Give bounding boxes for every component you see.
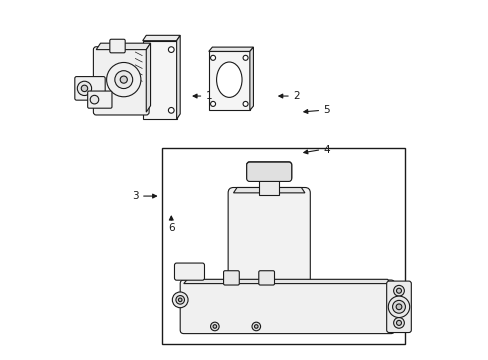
Circle shape (262, 165, 275, 177)
Circle shape (178, 269, 183, 274)
Circle shape (210, 55, 215, 60)
Circle shape (106, 63, 141, 97)
Text: 5: 5 (323, 105, 329, 115)
Circle shape (254, 298, 262, 306)
Circle shape (393, 301, 404, 312)
Circle shape (196, 291, 200, 296)
Circle shape (190, 285, 205, 301)
Text: 4: 4 (323, 145, 329, 155)
FancyBboxPatch shape (87, 91, 112, 108)
Polygon shape (146, 43, 150, 112)
Polygon shape (142, 35, 180, 41)
Circle shape (178, 298, 182, 302)
Text: 6: 6 (167, 223, 174, 233)
Circle shape (210, 322, 219, 331)
Bar (162, 148, 405, 344)
Circle shape (392, 300, 405, 313)
Polygon shape (183, 279, 390, 284)
Circle shape (81, 85, 87, 91)
Circle shape (262, 274, 270, 282)
Polygon shape (249, 47, 253, 111)
FancyBboxPatch shape (180, 280, 394, 334)
FancyBboxPatch shape (223, 271, 239, 285)
Circle shape (278, 300, 281, 304)
Circle shape (193, 289, 203, 298)
FancyBboxPatch shape (246, 162, 291, 180)
FancyBboxPatch shape (174, 263, 204, 280)
Polygon shape (233, 188, 305, 193)
Circle shape (266, 169, 271, 175)
Circle shape (393, 318, 404, 328)
Polygon shape (96, 43, 150, 50)
Circle shape (275, 298, 284, 306)
Circle shape (265, 168, 272, 174)
Circle shape (254, 325, 258, 328)
Bar (142, 41, 176, 119)
Text: 1: 1 (205, 91, 212, 101)
Circle shape (90, 95, 99, 104)
Circle shape (120, 76, 127, 83)
FancyBboxPatch shape (228, 188, 310, 295)
Circle shape (251, 322, 260, 331)
Polygon shape (208, 47, 253, 51)
Circle shape (396, 288, 401, 293)
FancyBboxPatch shape (386, 281, 410, 333)
FancyBboxPatch shape (110, 39, 125, 53)
Circle shape (213, 325, 216, 328)
Circle shape (262, 165, 275, 178)
Circle shape (250, 294, 266, 310)
Circle shape (395, 304, 401, 310)
Circle shape (172, 292, 188, 308)
Circle shape (271, 294, 287, 310)
Text: 2: 2 (292, 91, 299, 101)
FancyBboxPatch shape (75, 77, 105, 100)
Circle shape (396, 320, 401, 325)
Bar (259, 175, 279, 195)
Circle shape (256, 300, 260, 304)
Circle shape (243, 102, 247, 107)
Circle shape (393, 285, 404, 296)
Circle shape (210, 102, 215, 107)
Circle shape (227, 274, 235, 282)
FancyBboxPatch shape (93, 47, 149, 115)
Circle shape (77, 81, 91, 95)
Polygon shape (176, 35, 180, 119)
Circle shape (387, 296, 409, 318)
Circle shape (168, 108, 174, 113)
Circle shape (175, 266, 186, 277)
Text: 3: 3 (132, 191, 139, 201)
Ellipse shape (216, 62, 242, 97)
Circle shape (168, 47, 174, 53)
Circle shape (115, 71, 132, 89)
FancyBboxPatch shape (258, 271, 274, 285)
Circle shape (176, 296, 184, 304)
Circle shape (243, 55, 247, 60)
FancyBboxPatch shape (246, 162, 291, 181)
Bar (208, 51, 249, 111)
Circle shape (396, 304, 401, 309)
